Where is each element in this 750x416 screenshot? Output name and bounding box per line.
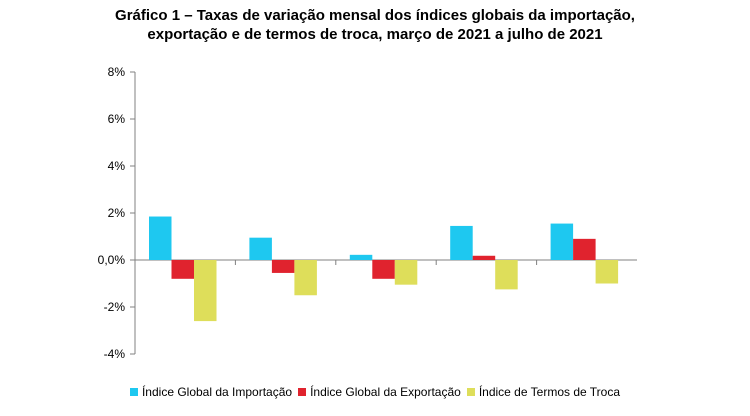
bar-3 bbox=[294, 260, 317, 296]
legend-label: Índice de Termos de Troca bbox=[478, 385, 621, 399]
chart-title: Gráfico 1 – Taxas de variação mensal dos… bbox=[0, 6, 750, 44]
legend-swatch bbox=[466, 388, 475, 396]
bar-2 bbox=[171, 260, 194, 279]
bar-3 bbox=[495, 260, 518, 290]
legend-label: Índice Global da Exportação bbox=[310, 385, 461, 399]
chart-legend: Índice Global da Importação Índice Global… bbox=[0, 385, 750, 399]
legend-swatch bbox=[298, 388, 307, 396]
y-tick-label: -2% bbox=[104, 300, 126, 314]
bar-1 bbox=[349, 254, 373, 260]
legend-label: Índice Global da Importação bbox=[141, 385, 293, 399]
bar-3 bbox=[595, 260, 619, 284]
bar-2 bbox=[372, 260, 395, 279]
legend-item: Índice de Termos de Troca bbox=[466, 385, 621, 399]
bar-3 bbox=[394, 260, 418, 285]
bar-1 bbox=[450, 225, 473, 260]
y-tick-label: 8% bbox=[108, 65, 126, 79]
legend-item: Índice Global da Exportação bbox=[298, 385, 461, 399]
bar-2 bbox=[271, 260, 295, 273]
bar-1 bbox=[550, 223, 574, 260]
y-tick-label: -4% bbox=[104, 347, 126, 361]
chart-title-line-1: Gráfico 1 – Taxas de variação mensal dos… bbox=[115, 7, 635, 24]
y-tick-label: 6% bbox=[108, 112, 126, 126]
legend-item: Índice Global da Importação bbox=[129, 385, 293, 399]
bar-2 bbox=[573, 238, 596, 260]
bar-1 bbox=[249, 237, 272, 260]
chart-title-line-2: exportação e de termos de troca, março d… bbox=[147, 26, 603, 43]
y-tick-label: 0,0% bbox=[98, 253, 126, 267]
legend-swatch bbox=[129, 388, 138, 396]
y-tick-label: 2% bbox=[108, 206, 126, 220]
y-tick-label: 4% bbox=[108, 159, 126, 173]
bar-2 bbox=[472, 255, 496, 260]
bar-1 bbox=[149, 216, 172, 260]
bar-3 bbox=[194, 260, 217, 322]
